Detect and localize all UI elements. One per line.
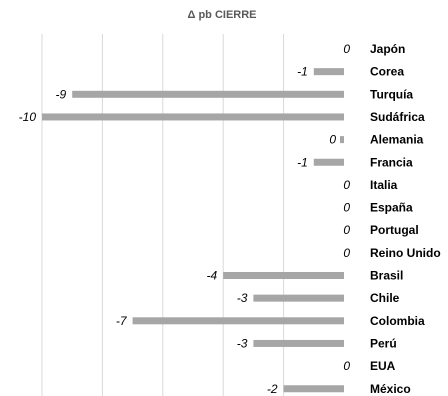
value-label: 0 (343, 223, 350, 237)
category-label: Portugal (370, 223, 419, 237)
value-label: 0 (343, 359, 350, 373)
bar (283, 385, 344, 393)
category-label: Chile (370, 291, 400, 305)
category-label: Italia (370, 178, 398, 192)
category-label: Brasil (370, 269, 403, 283)
bar (223, 272, 344, 279)
category-label: Turquía (370, 87, 413, 101)
bar (313, 68, 344, 76)
category-label: EUA (370, 359, 396, 373)
value-label: 0 (343, 201, 350, 215)
bar (72, 90, 344, 98)
value-label: -9 (56, 87, 67, 101)
value-label: -3 (237, 291, 248, 305)
value-label: -7 (116, 314, 128, 328)
value-label: -3 (237, 336, 248, 350)
category-labels: Japón Corea Turquía Sudáfrica Alemania Franci… (370, 42, 441, 396)
value-label: -4 (207, 269, 218, 283)
bar (253, 339, 344, 347)
value-label: -10 (19, 110, 37, 124)
value-label: 0 (343, 246, 350, 260)
bar (340, 136, 344, 144)
category-label: Corea (370, 65, 404, 79)
category-label: Sudáfrica (370, 110, 425, 124)
category-label: Japón (370, 42, 405, 56)
bar (132, 317, 344, 325)
bars (42, 68, 344, 393)
value-label: 0 (343, 178, 350, 192)
category-label: Colombia (370, 314, 425, 328)
category-label: Reino Unido (370, 246, 441, 260)
bar (253, 294, 344, 302)
bar (42, 113, 344, 121)
value-label: -1 (297, 155, 308, 169)
category-label: México (370, 382, 411, 396)
category-label: Alemania (370, 133, 424, 147)
value-label: -2 (267, 382, 278, 396)
value-label: -1 (297, 65, 308, 79)
category-label: España (370, 201, 413, 215)
category-label: Perú (370, 336, 397, 350)
value-label: 0 (343, 42, 350, 56)
category-label: Francia (370, 155, 413, 169)
value-label: 0 (329, 133, 336, 147)
chart-title: Δ pb CIERRE (187, 9, 256, 21)
bar (313, 158, 344, 166)
